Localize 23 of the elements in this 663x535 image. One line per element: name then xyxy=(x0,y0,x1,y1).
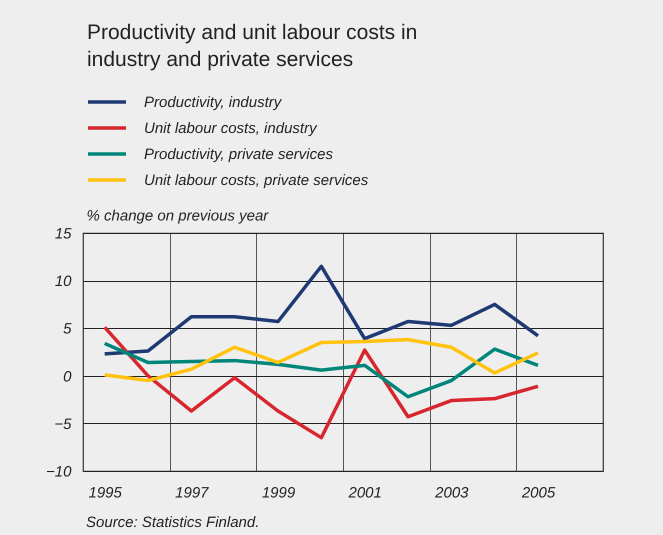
line-series xyxy=(102,338,540,382)
x-tick-label: 2003 xyxy=(434,484,470,502)
y-tick-label: 10 xyxy=(54,273,72,290)
source-note: Source: Statistics Finland. xyxy=(86,514,260,531)
line-series xyxy=(102,264,540,356)
legend-label: Unit labour costs, private services xyxy=(144,172,369,189)
x-tick-label: 1999 xyxy=(262,484,296,502)
line-series xyxy=(102,326,540,440)
x-tick-label: 1997 xyxy=(175,484,210,502)
y-tick-label: −5 xyxy=(54,416,72,433)
y-tick-label: 15 xyxy=(54,226,72,242)
legend-label: Productivity, industry xyxy=(144,94,283,111)
x-tick-label: 2005 xyxy=(520,484,556,502)
y-tick-label: −10 xyxy=(46,464,72,480)
x-tick-label: 2001 xyxy=(347,484,382,502)
y-tick-label: 0 xyxy=(63,368,72,386)
x-tick-label: 1995 xyxy=(88,484,123,502)
legend-label: Productivity, private services xyxy=(144,146,334,163)
legend-label: Unit labour costs, industry xyxy=(144,120,318,137)
chart-title: Productivity and unit labour costs in industry and private services xyxy=(87,21,418,71)
line-series xyxy=(102,342,540,398)
y-axis-title: % change on previous year xyxy=(86,208,270,224)
y-tick-label: 5 xyxy=(63,320,72,338)
